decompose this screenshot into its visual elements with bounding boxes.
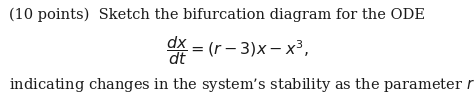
Text: indicating changes in the system’s stability as the parameter $r$ varies.: indicating changes in the system’s stabi… <box>9 76 474 94</box>
Text: $\dfrac{dx}{dt} = (r - 3)x - x^3,$: $\dfrac{dx}{dt} = (r - 3)x - x^3,$ <box>166 34 308 68</box>
Text: (10 points)  Sketch the bifurcation diagram for the ODE: (10 points) Sketch the bifurcation diagr… <box>9 7 425 22</box>
